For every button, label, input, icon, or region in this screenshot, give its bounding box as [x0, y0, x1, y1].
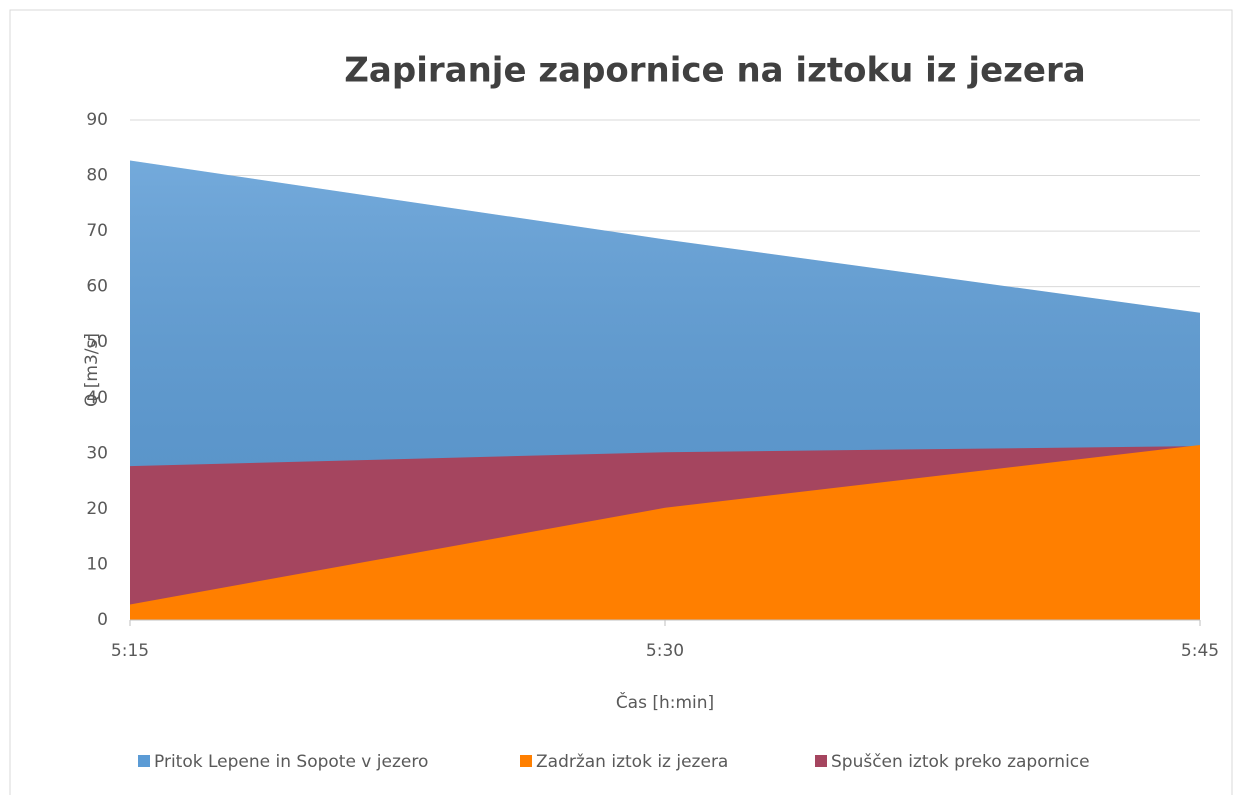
y-tick-label: 40: [86, 388, 108, 408]
y-axis-label: Q [m3/s]: [82, 333, 102, 407]
y-tick-label: 50: [86, 332, 108, 352]
legend-swatch: [138, 755, 150, 767]
y-tick-label: 0: [97, 610, 108, 630]
legend-swatch: [815, 755, 827, 767]
chart-title: Zapiranje zapornice na iztoku iz jezera: [344, 51, 1085, 91]
legend-swatch: [520, 755, 532, 767]
legend-label: Spuščen iztok preko zapornice: [831, 752, 1090, 772]
y-tick-label: 10: [86, 554, 108, 574]
x-tick-label: 5:45: [1181, 641, 1219, 661]
x-tick-label: 5:15: [111, 641, 149, 661]
y-tick-label: 80: [86, 166, 108, 186]
y-tick-label: 20: [86, 499, 108, 519]
y-tick-label: 60: [86, 277, 108, 297]
y-tick-label: 30: [86, 443, 108, 463]
x-tick-label: 5:30: [646, 641, 684, 661]
area: [130, 445, 1200, 620]
y-tick-label: 70: [86, 221, 108, 241]
x-axis-label: Čas [h:min]: [616, 691, 714, 713]
legend-label: Zadržan iztok iz jezera: [536, 752, 728, 772]
y-tick-label: 90: [86, 110, 108, 130]
chart-border: [9, 9, 1233, 795]
legend-label: Pritok Lepene in Sopote v jezero: [154, 752, 428, 772]
